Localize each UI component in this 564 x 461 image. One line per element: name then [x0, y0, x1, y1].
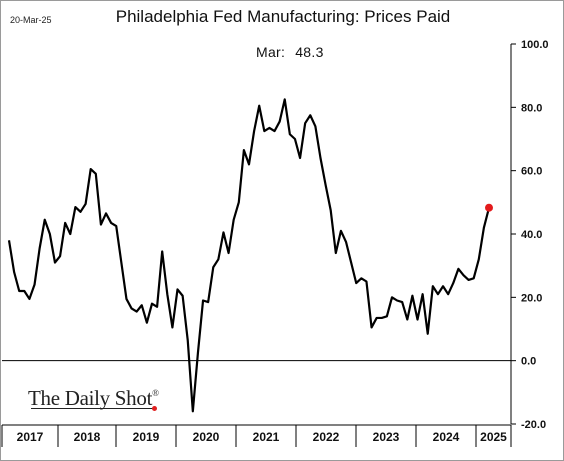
y-tick-label: 100.0 — [521, 39, 549, 51]
brand-underline — [31, 408, 153, 409]
chart-title: Philadelphia Fed Manufacturing: Prices P… — [115, 7, 451, 26]
x-category-label: 2021 — [253, 430, 280, 444]
x-category-label: 2025 — [480, 430, 507, 444]
y-tick-label: 40.0 — [521, 229, 542, 241]
brand-dot — [152, 406, 157, 411]
latest-readout: Mar: 48.3 — [256, 44, 324, 60]
y-tick-label: -20.0 — [521, 419, 546, 431]
date-label: 20-Mar-25 — [10, 15, 52, 25]
x-category-label: 2024 — [433, 430, 460, 444]
x-category-label: 2023 — [373, 430, 400, 444]
y-tick-label: 80.0 — [521, 102, 542, 114]
x-category-label: 2019 — [133, 430, 160, 444]
y-tick-label: 20.0 — [521, 292, 542, 304]
x-category-label: 2022 — [313, 430, 340, 444]
latest-point-marker — [485, 203, 493, 212]
series-line — [7, 98, 491, 413]
x-category-label: 2018 — [74, 430, 101, 444]
y-tick-label: 0.0 — [521, 356, 536, 368]
registered-mark: ® — [152, 388, 159, 398]
readout-month: Mar: — [256, 44, 286, 60]
x-category-label: 2017 — [17, 430, 44, 444]
x-category-label: 2020 — [193, 430, 220, 444]
brand-name: The Daily Shot — [28, 386, 153, 410]
y-tick-label: 60.0 — [521, 166, 542, 178]
brand-logo: The Daily Shot® — [28, 386, 159, 411]
readout-value: 48.3 — [295, 44, 324, 60]
